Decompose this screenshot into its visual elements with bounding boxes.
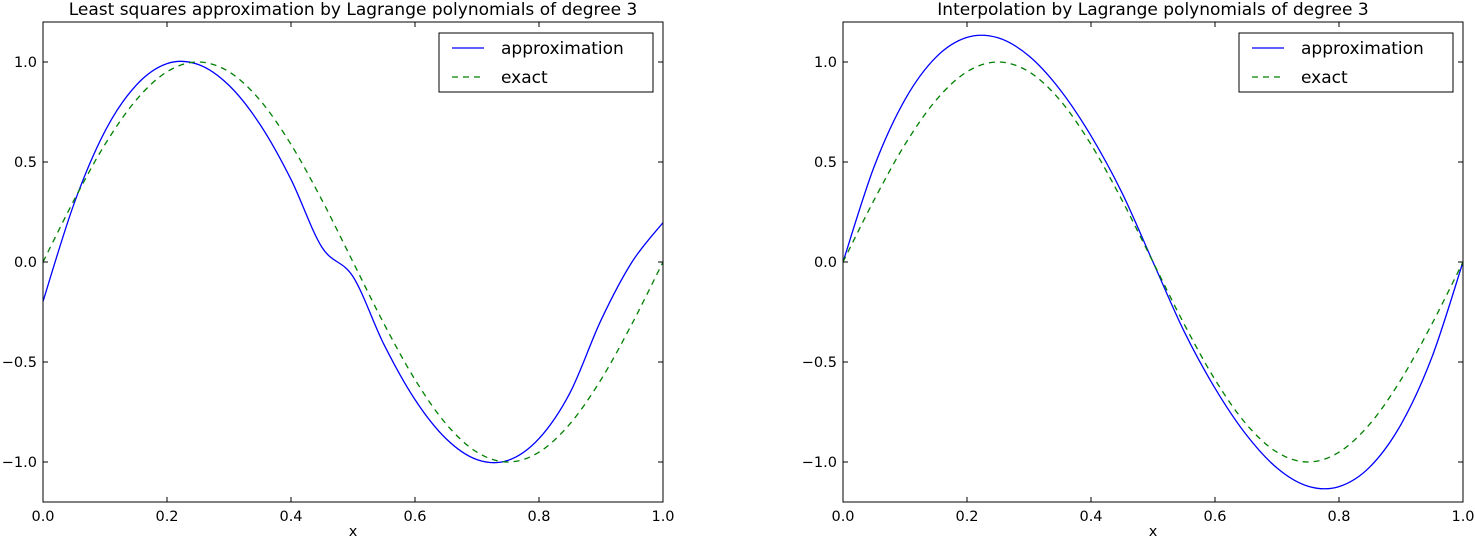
legend-label-approximation: approximation [501,39,624,59]
x-tick-label: 0.4 [1079,509,1102,525]
y-tick-label: 1.0 [14,55,37,71]
legend: approximation exact [1238,32,1454,93]
legend-box [438,32,654,93]
x-tick-label: 0.6 [403,509,426,525]
chart-panel-1: 0.0 0.2 0.4 0.6 0.8 1.0 −1.0 −0.5 0.0 0.5 1.0 Least… [2,0,675,536]
legend: approximation exact [438,32,654,93]
x-tick-label: 0.0 [31,509,54,525]
chart-title: Least squares approximation by Lagrange … [69,0,638,20]
y-tick-label: 1.0 [814,55,837,71]
y-tick-label: −1.0 [2,455,37,471]
legend-label-approximation: approximation [1301,39,1424,59]
axes-frame [42,21,664,503]
x-tick-label: 0.6 [1203,509,1226,525]
y-tick-label: −1.0 [802,455,837,471]
y-tick-label: −0.5 [2,355,37,371]
x-tick-label: 0.8 [1327,509,1350,525]
series-line-exact [843,61,1463,463]
series-line-approximation [43,60,663,464]
chart-title: Interpolation by Lagrange polynomials of… [937,0,1368,20]
x-tick-label: 0.2 [955,509,978,525]
y-tick-label: −0.5 [802,355,837,371]
x-tick-label: 1.0 [1451,509,1474,525]
legend-label-exact: exact [501,68,548,88]
x-tick-label: 0.0 [831,509,854,525]
series-line-exact [43,61,663,463]
x-tick-label: 0.2 [155,509,178,525]
x-tick-label: 1.0 [651,509,674,525]
x-tick-label: 0.8 [527,509,550,525]
y-tick-label: 0.0 [14,255,37,271]
x-axis-label: x [349,524,358,536]
y-tick-label: 0.5 [814,155,837,171]
chart-panel-2: 0.0 0.2 0.4 0.6 0.8 1.0 −1.0 −0.5 0.0 0.5 1.0 Inter… [802,0,1475,536]
legend-box [1238,32,1454,93]
legend-label-exact: exact [1301,68,1348,88]
y-tick-label: 0.0 [814,255,837,271]
series-line-approximation [843,34,1463,490]
x-tick-label: 0.4 [279,509,302,525]
x-axis-label: x [1149,524,1158,536]
y-tick-label: 0.5 [14,155,37,171]
